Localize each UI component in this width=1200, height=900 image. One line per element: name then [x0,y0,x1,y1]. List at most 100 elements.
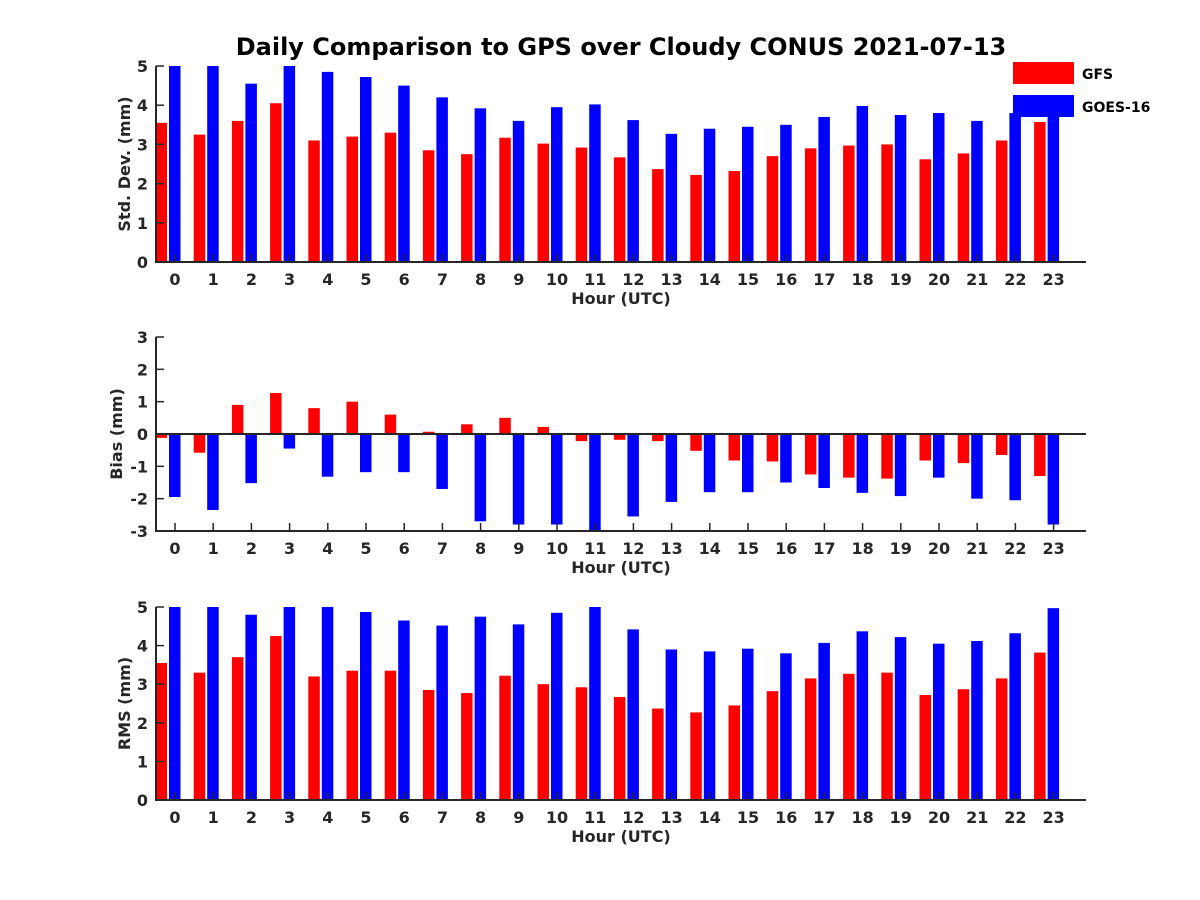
std-dev-bar-gfs-2 [231,120,244,262]
bias-bar-gfs-23 [1034,434,1046,477]
rms-bar-gfs-1 [193,672,206,800]
bias-bar-goes16-7 [436,434,448,489]
std-dev-bar-gfs-22 [995,140,1008,262]
std-dev-bar-goes16-6 [398,85,410,262]
rms-x-tick-label: 13 [660,808,682,827]
rms-x-tick-label: 0 [169,808,180,827]
bias-bar-goes16-0 [169,434,181,498]
bias-bar-goes16-13 [665,434,678,502]
rms-x-label: Hour (UTC) [571,827,671,846]
rms-bar-goes16-18 [856,631,869,800]
std-dev-x-tick-label: 10 [546,270,568,289]
bias-bar-gfs-3 [270,392,282,434]
rms-x-tick-label: 18 [851,808,873,827]
rms-bar-goes16-4 [321,607,334,800]
bias-bar-gfs-13 [652,434,664,442]
rms-bar-goes16-10 [551,612,563,800]
bias-bar-gfs-14 [690,434,702,451]
bias-bar-gfs-10 [537,426,549,434]
std-dev-y-tick-label: 3 [137,135,148,154]
std-dev-bar-goes16-23 [1047,113,1060,262]
rms-x-tick-label: 17 [813,808,835,827]
bias-bar-goes16-20 [933,434,945,478]
std-dev-x-tick-label: 5 [360,270,371,289]
std-dev-x-tick-label: 3 [284,270,295,289]
bias-bar-gfs-6 [384,414,397,434]
std-dev-bar-gfs-9 [499,137,511,262]
bias-bar-gfs-11 [575,434,588,442]
std-dev-bar-gfs-23 [1034,122,1046,262]
rms-x-tick-label: 4 [322,808,333,827]
rms-bar-goes16-14 [703,651,716,800]
std-dev-x-tick-label: 6 [399,270,410,289]
std-dev-bar-gfs-4 [308,140,320,262]
std-dev-bar-goes16-2 [245,83,257,262]
bias-bar-goes16-1 [207,434,219,510]
std-dev-bar-gfs-17 [804,148,817,262]
rms-bar-gfs-17 [804,678,817,800]
std-dev-bar-goes16-20 [933,113,945,262]
bias-x-tick-label: 7 [437,539,448,558]
rms-bar-goes16-9 [512,624,525,800]
std-dev-y-label: Std. Dev. (mm) [115,96,134,231]
std-dev-bar-goes16-16 [780,124,792,262]
bias-bar-goes16-4 [321,434,334,477]
bias-bar-gfs-16 [766,434,779,462]
std-dev-x-tick-label: 1 [208,270,219,289]
rms-bar-gfs-2 [231,657,244,800]
rms-y-label: RMS (mm) [115,657,134,750]
bias-x-tick-label: 2 [246,539,257,558]
std-dev-bar-goes16-21 [971,120,983,262]
std-dev-bar-goes16-22 [1009,113,1021,262]
std-dev-x-tick-label: 12 [622,270,644,289]
legend-swatch-gfs [1013,62,1074,84]
bias-x-tick-label: 19 [890,539,912,558]
std-dev-bar-gfs-18 [843,145,855,262]
rms-bar-gfs-5 [346,670,358,800]
bias-y-tick-label: 0 [137,425,148,444]
std-dev-x-tick-label: 11 [584,270,606,289]
rms-bar-goes16-0 [169,607,181,800]
bias-bar-goes16-10 [551,434,563,525]
rms-bar-gfs-7 [422,689,435,800]
rms-bar-goes16-1 [207,607,219,800]
rms-x-tick-label: 6 [399,808,410,827]
bias-bar-gfs-4 [308,408,320,434]
rms-x-tick-label: 1 [208,808,219,827]
std-dev-bar-gfs-13 [652,169,664,262]
std-dev-bar-gfs-7 [422,150,435,262]
std-dev-x-tick-label: 15 [737,270,759,289]
bias-x-tick-label: 1 [208,539,219,558]
rms-x-tick-label: 12 [622,808,644,827]
rms-x-tick-label: 2 [246,808,257,827]
bias-bar-goes16-8 [474,434,487,522]
rms-bar-gfs-10 [537,684,549,800]
rms-y-tick-label: 2 [137,714,148,733]
bias-bar-goes16-6 [398,434,410,473]
std-dev-y-tick-label: 4 [137,96,148,115]
bias-bar-goes16-18 [856,434,869,493]
chart-title: Daily Comparison to GPS over Cloudy CONU… [236,33,1007,61]
rms-bar-gfs-22 [995,678,1008,800]
std-dev-bar-gfs-5 [346,136,358,262]
bias-x-label: Hour (UTC) [571,558,671,577]
rms-bar-goes16-19 [894,637,907,800]
std-dev-y-tick-label: 2 [137,175,148,194]
std-dev-bar-goes16-0 [169,66,181,262]
std-dev-bar-goes16-14 [703,128,716,262]
bias-bar-gfs-19 [881,434,893,479]
rms-bar-goes16-13 [665,649,678,800]
std-dev-x-tick-label: 14 [699,270,721,289]
bias-x-tick-label: 20 [928,539,950,558]
bias-y-tick-label: -3 [130,522,148,541]
std-dev-bar-goes16-7 [436,97,448,262]
rms-bar-goes16-22 [1009,633,1021,800]
std-dev-bar-goes16-17 [818,116,830,263]
rms-bar-gfs-9 [499,675,511,800]
std-dev-x-tick-label: 9 [513,270,524,289]
std-dev-bar-goes16-15 [742,126,754,262]
std-dev-bar-goes16-18 [856,105,869,262]
